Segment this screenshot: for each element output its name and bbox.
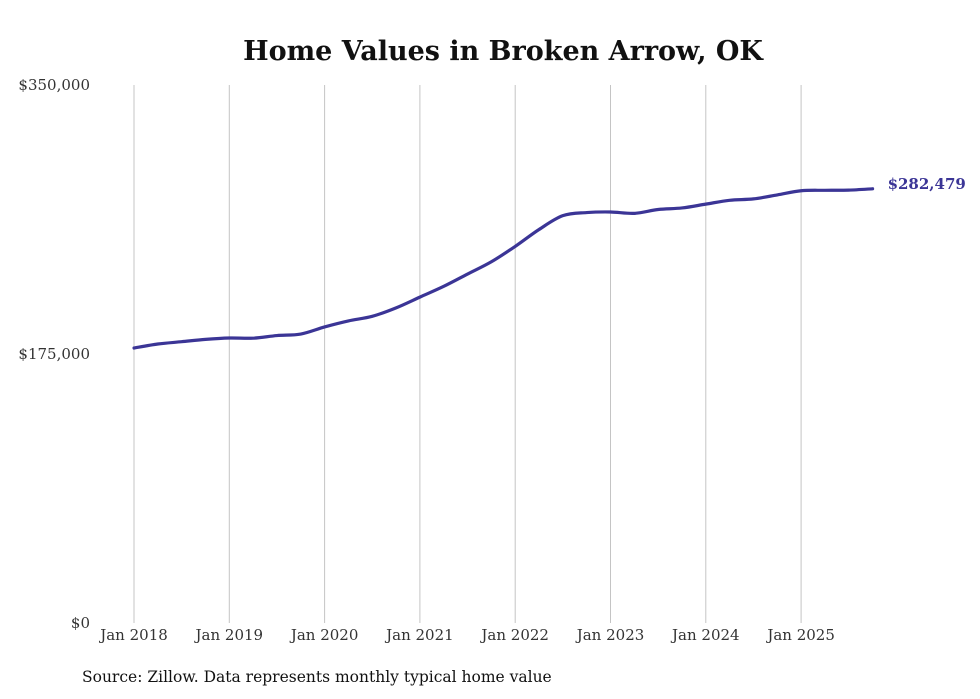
series-line xyxy=(132,187,875,350)
x-tick-label: Jan 2019 xyxy=(194,626,264,644)
y-tick-label: $0 xyxy=(71,614,90,632)
chart-title: Home Values in Broken Arrow, OK xyxy=(243,36,764,67)
x-tick-label: Jan 2024 xyxy=(670,626,740,644)
x-tick-label: Jan 2022 xyxy=(479,626,549,644)
y-tick-label: $175,000 xyxy=(18,345,90,363)
x-tick-label: Jan 2020 xyxy=(289,626,359,644)
source-note: Source: Zillow. Data represents monthly … xyxy=(82,668,552,686)
x-tick-label: Jan 2025 xyxy=(765,626,835,644)
x-tick-label: Jan 2023 xyxy=(575,626,645,644)
x-tick-label: Jan 2018 xyxy=(98,626,168,644)
x-tick-label: Jan 2021 xyxy=(384,626,454,644)
y-tick-label: $350,000 xyxy=(18,76,90,94)
end-value-label: $282,479 xyxy=(888,175,966,193)
